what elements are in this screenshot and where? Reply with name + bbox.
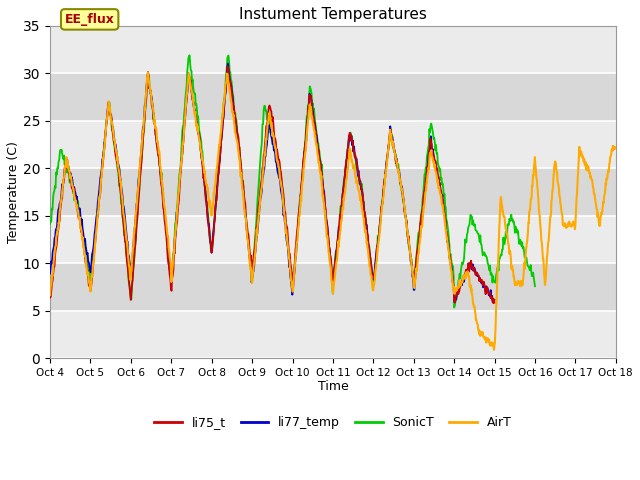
Bar — [50, 168, 616, 216]
X-axis label: Time: Time — [317, 380, 348, 393]
Text: EE_flux: EE_flux — [65, 13, 115, 26]
Y-axis label: Temperature (C): Temperature (C) — [7, 141, 20, 243]
Bar — [50, 73, 616, 121]
Title: Instument Temperatures: Instument Temperatures — [239, 7, 427, 22]
Legend: li75_t, li77_temp, SonicT, AirT: li75_t, li77_temp, SonicT, AirT — [149, 411, 516, 434]
Bar — [50, 264, 616, 311]
